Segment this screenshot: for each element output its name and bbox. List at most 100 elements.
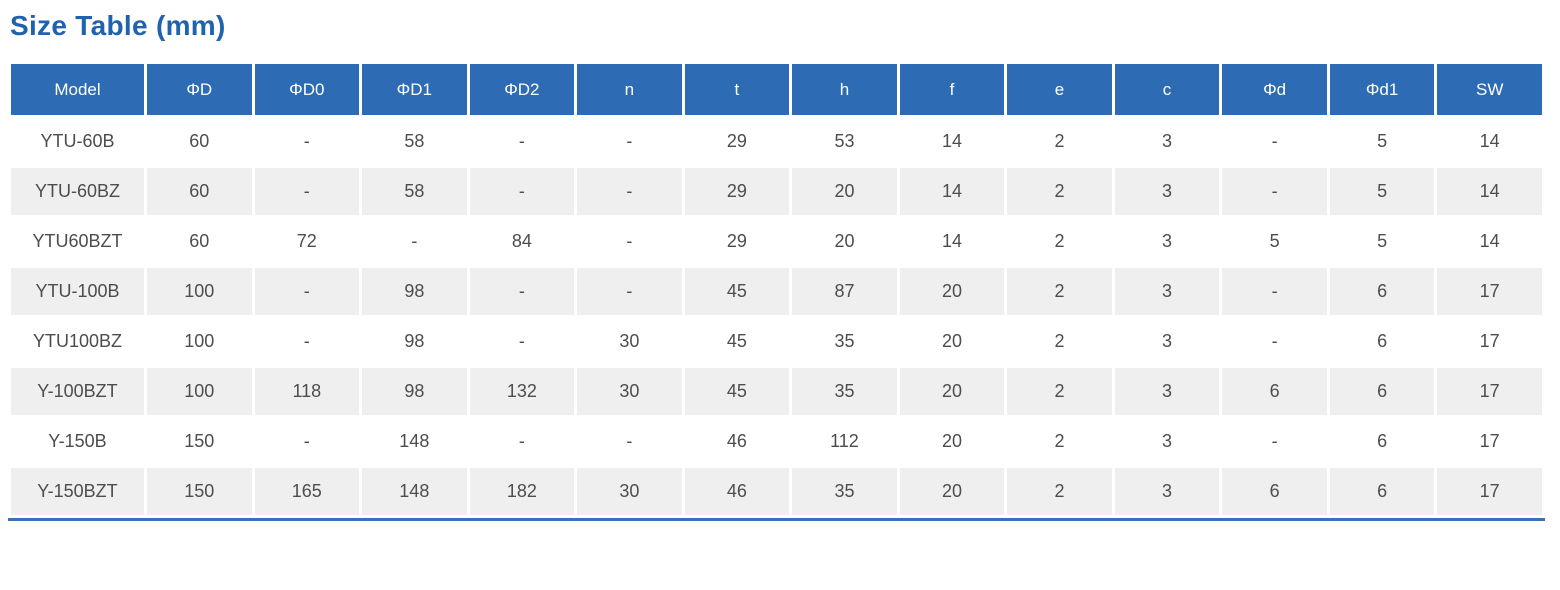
- header-row: Model ΦD ΦD0 ΦD1 ΦD2 n t h f e c Φd Φd1 SW: [8, 61, 1545, 118]
- value-cell: -: [574, 165, 685, 218]
- column-header-3: ΦD1: [359, 61, 470, 118]
- value-cell: 3: [1111, 165, 1223, 218]
- size-table: Model ΦD ΦD0 ΦD1 ΦD2 n t h f e c Φd Φd1 SW YTU-60B 60-…: [8, 61, 1545, 518]
- model-cell: YTU-60B: [8, 115, 147, 168]
- page-title: Size Table (mm): [10, 10, 226, 41]
- value-cell: 35: [789, 315, 900, 368]
- value-cell: -: [574, 265, 685, 318]
- value-cell: 2: [1004, 315, 1115, 368]
- value-cell: 46: [681, 415, 793, 468]
- value-cell: 3: [1111, 415, 1223, 468]
- value-cell: 2: [1004, 415, 1115, 468]
- value-cell: 2: [1004, 465, 1115, 518]
- column-header-4: ΦD2: [466, 61, 578, 118]
- column-header-12: Φd1: [1326, 61, 1438, 118]
- column-header-0: Model: [8, 61, 147, 118]
- value-cell: -: [574, 215, 685, 268]
- model-cell: YTU-60BZ: [8, 165, 147, 218]
- column-header-8: f: [896, 61, 1008, 118]
- model-cell: YTU60BZT: [8, 215, 147, 268]
- value-cell: 20: [896, 365, 1008, 418]
- column-header-5: n: [574, 61, 685, 118]
- table-row: Y-100BZT 100 118 98 132 30 45 35 20 2 3 6 6 17: [8, 365, 1545, 418]
- value-cell: 6: [1326, 465, 1438, 518]
- value-cell: -: [251, 165, 363, 218]
- value-cell: 60: [144, 215, 255, 268]
- value-cell: 58: [359, 165, 470, 218]
- value-cell: -: [466, 115, 578, 168]
- value-cell: -: [466, 315, 578, 368]
- value-cell: 84: [466, 215, 578, 268]
- value-cell: 14: [1434, 115, 1545, 168]
- value-cell: 2: [1004, 115, 1115, 168]
- value-cell: 148: [359, 465, 470, 518]
- value-cell: 5: [1326, 215, 1438, 268]
- value-cell: 29: [681, 115, 793, 168]
- size-table-container: Model ΦD ΦD0 ΦD1 ΦD2 n t h f e c Φd Φd1 SW YTU-60B 60-…: [8, 61, 1545, 521]
- value-cell: 20: [789, 215, 900, 268]
- value-cell: 17: [1434, 265, 1545, 318]
- column-header-7: h: [789, 61, 900, 118]
- value-cell: 98: [359, 315, 470, 368]
- value-cell: 46: [681, 465, 793, 518]
- value-cell: 30: [574, 315, 685, 368]
- value-cell: 3: [1111, 215, 1223, 268]
- value-cell: 3: [1111, 465, 1223, 518]
- table-row: YTU-60B 60-58- -29 53 14 2 3-5 14: [8, 115, 1545, 168]
- value-cell: 165: [251, 465, 363, 518]
- value-cell: 60: [144, 165, 255, 218]
- model-cell: Y-150B: [8, 415, 147, 468]
- value-cell: 100: [144, 265, 255, 318]
- column-header-9: e: [1004, 61, 1115, 118]
- value-cell: 132: [466, 365, 578, 418]
- value-cell: 17: [1434, 465, 1545, 518]
- value-cell: 53: [789, 115, 900, 168]
- value-cell: 3: [1111, 365, 1223, 418]
- value-cell: 17: [1434, 365, 1545, 418]
- value-cell: 5: [1326, 115, 1438, 168]
- column-header-13: SW: [1434, 61, 1545, 118]
- value-cell: 6: [1326, 415, 1438, 468]
- value-cell: 45: [681, 265, 793, 318]
- table-row: YTU-60BZ 60-58- -29 20 14 2 3-5 14: [8, 165, 1545, 218]
- value-cell: 5: [1219, 215, 1330, 268]
- value-cell: 20: [896, 315, 1008, 368]
- value-cell: 2: [1004, 165, 1115, 218]
- value-cell: -: [1219, 315, 1330, 368]
- model-cell: Y-150BZT: [8, 465, 147, 518]
- model-cell: YTU-100B: [8, 265, 147, 318]
- value-cell: -: [251, 415, 363, 468]
- value-cell: 20: [896, 265, 1008, 318]
- value-cell: 20: [789, 165, 900, 218]
- value-cell: -: [466, 415, 578, 468]
- value-cell: -: [1219, 415, 1330, 468]
- size-table-body: YTU-60B 60-58- -29 53 14 2 3-5 14 YTU-60BZ 60-58-…: [8, 115, 1545, 518]
- size-table-head: Model ΦD ΦD0 ΦD1 ΦD2 n t h f e c Φd Φd1 SW: [8, 61, 1545, 118]
- model-cell: Y-100BZT: [8, 365, 147, 418]
- value-cell: -: [1219, 165, 1330, 218]
- value-cell: -: [1219, 115, 1330, 168]
- column-header-1: ΦD: [144, 61, 255, 118]
- value-cell: 17: [1434, 315, 1545, 368]
- value-cell: 100: [144, 365, 255, 418]
- value-cell: 5: [1326, 165, 1438, 218]
- value-cell: 17: [1434, 415, 1545, 468]
- column-header-11: Φd: [1219, 61, 1330, 118]
- value-cell: 30: [574, 365, 685, 418]
- value-cell: 6: [1326, 315, 1438, 368]
- value-cell: -: [574, 115, 685, 168]
- value-cell: 20: [896, 415, 1008, 468]
- value-cell: 87: [789, 265, 900, 318]
- column-header-10: c: [1111, 61, 1223, 118]
- value-cell: 14: [896, 215, 1008, 268]
- value-cell: 3: [1111, 115, 1223, 168]
- table-row: YTU100BZ 100-98-30 45 35 20 2 3-6 17: [8, 315, 1545, 368]
- value-cell: 58: [359, 115, 470, 168]
- column-header-6: t: [681, 61, 793, 118]
- value-cell: 6: [1326, 265, 1438, 318]
- value-cell: 118: [251, 365, 363, 418]
- value-cell: 45: [681, 365, 793, 418]
- value-cell: 2: [1004, 215, 1115, 268]
- value-cell: 3: [1111, 315, 1223, 368]
- value-cell: -: [574, 415, 685, 468]
